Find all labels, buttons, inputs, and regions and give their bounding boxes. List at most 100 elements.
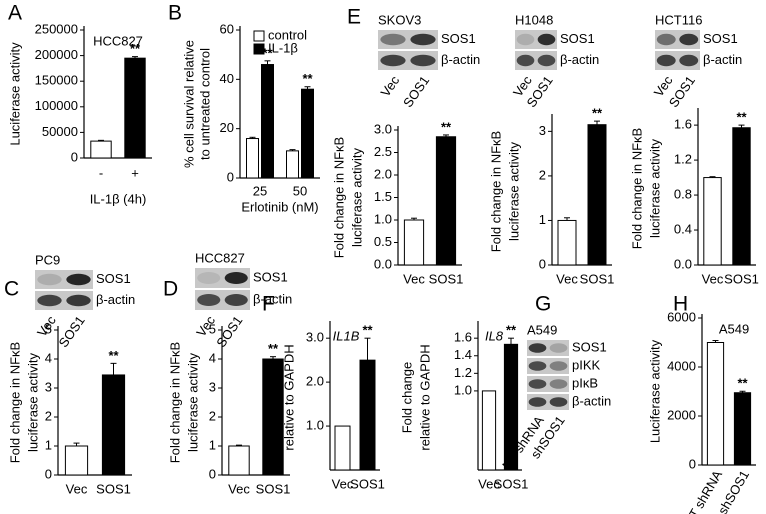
blot-row-label: β-actin: [441, 52, 480, 67]
y-axis-label: luciferase activity: [647, 139, 662, 238]
blot-band: [528, 379, 547, 389]
y-tick-label: 40: [220, 71, 234, 86]
lane-label: SOS1: [400, 73, 432, 110]
x-tick-label: Vec: [332, 476, 354, 491]
x-tick-label: +: [131, 165, 139, 180]
y-axis-label: relative to GAPDH: [417, 344, 432, 450]
y-tick-label: 0: [227, 169, 234, 184]
annotation: IL1B: [333, 328, 360, 343]
blot-row-label: β-actin: [572, 393, 611, 408]
y-tick-label: 150000: [35, 73, 78, 88]
y-axis-label: relative to GAPDH: [281, 344, 296, 450]
y-axis-label: Luciferase activity: [647, 339, 662, 443]
x-tick-label: Vec: [556, 271, 578, 286]
y-axis-label: Fold change: [399, 362, 414, 434]
y-axis-label: luciferase activity: [506, 142, 521, 241]
y-tick-label: 0: [689, 456, 696, 471]
blot-band: [549, 379, 568, 389]
panel-letter: B: [168, 2, 182, 25]
x-tick-label: SOS1: [96, 481, 131, 496]
blot-band: [537, 33, 556, 46]
x-tick-label: Vec: [228, 481, 250, 496]
x-tick-label: Vec: [66, 481, 88, 496]
panel-letter: D: [163, 278, 178, 301]
blot-band: [528, 361, 547, 371]
blot-band: [224, 294, 248, 306]
bar: [90, 140, 112, 159]
y-tick-label: 5: [45, 321, 52, 336]
x-tick-label: SOS1: [429, 271, 464, 286]
x-tick-label: 25: [253, 183, 267, 198]
blot-band: [528, 343, 547, 353]
significance: **: [130, 41, 141, 56]
y-axis-label: Fold change in NFκB: [488, 131, 503, 252]
panel-letter: H: [673, 293, 688, 316]
blot-band: [528, 397, 547, 407]
y-tick-label: 1.4: [454, 347, 472, 362]
y-tick-label: 1: [539, 212, 546, 227]
y-axis-label: luciferase activity: [185, 353, 200, 452]
bar: [481, 390, 497, 471]
panel-letter: G: [535, 293, 551, 316]
y-tick-label: 250000: [35, 21, 78, 36]
y-tick-label: 0.8: [674, 186, 692, 201]
significance: **: [262, 45, 273, 60]
blot-row-label: SOS1: [560, 31, 595, 46]
y-tick-label: 3.0: [306, 330, 324, 345]
panel-letter: A: [8, 2, 22, 25]
y-tick-label: 0.0: [674, 256, 692, 271]
x-tick-label: Vec: [403, 271, 425, 286]
y-tick-label: 60: [220, 21, 234, 36]
bar: [359, 359, 376, 471]
y-tick-label: 0.5: [374, 234, 392, 249]
blot-band: [679, 33, 699, 46]
y-tick-label: 50000: [42, 124, 78, 139]
blot-row-label: pIκB: [572, 375, 598, 390]
blot-band: [197, 272, 221, 284]
y-axis-label: Luciferase activity: [7, 42, 22, 146]
blot-row-label: β-actin: [253, 291, 292, 306]
x-tick-label: Vec: [702, 271, 724, 286]
blot-band: [410, 54, 436, 67]
blot-band: [549, 343, 568, 353]
y-tick-label: 1.2: [454, 365, 472, 380]
blot-band: [66, 294, 91, 307]
bar: [732, 127, 751, 266]
y-tick-label: 1.2: [674, 152, 692, 167]
y-tick-label: 4: [209, 350, 216, 365]
x-axis-label: Erlotinib (nM): [241, 199, 318, 214]
legend-swatch: [253, 30, 265, 42]
blot-band: [410, 33, 436, 46]
x-tick-label: SOS1: [494, 476, 529, 491]
y-tick-label: 0.4: [674, 221, 692, 236]
legend-label: control: [268, 27, 307, 42]
blot-band: [224, 272, 248, 284]
y-tick-label: 1.0: [306, 417, 324, 432]
blot-band: [516, 33, 535, 46]
y-tick-label: 1.6: [674, 117, 692, 132]
y-tick-label: 3: [45, 379, 52, 394]
blot-band: [380, 33, 406, 46]
y-tick-label: 0: [71, 149, 78, 164]
bar: [703, 177, 722, 266]
blot-band: [66, 273, 91, 286]
y-tick-label: 0: [209, 466, 216, 481]
panel-letter: F: [262, 293, 275, 316]
blot-band: [516, 54, 535, 67]
bar: [435, 136, 457, 266]
y-tick-label: 2: [45, 408, 52, 423]
x-tick-label: -: [99, 165, 103, 180]
bar: [334, 425, 351, 471]
significance: **: [108, 348, 119, 363]
lane-label: Vec: [34, 313, 59, 340]
blot-band: [537, 54, 556, 67]
significance: **: [268, 341, 279, 356]
bar: [246, 138, 259, 179]
bar: [706, 342, 725, 466]
blot-title: PC9: [35, 252, 60, 267]
bar: [228, 445, 250, 476]
bar: [733, 392, 752, 466]
bar: [403, 219, 425, 266]
x-tick-label: SOS1: [724, 271, 759, 286]
y-axis-label: luciferase activity: [25, 353, 40, 452]
